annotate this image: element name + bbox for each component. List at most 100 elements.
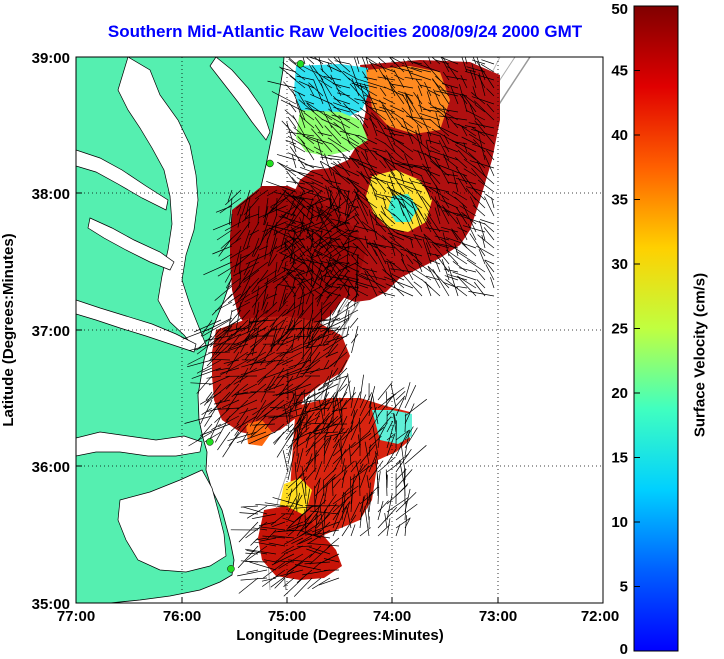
current-vector	[476, 118, 486, 129]
current-vector	[282, 189, 306, 209]
current-vector	[248, 431, 276, 445]
current-vector	[281, 245, 305, 262]
current-vector	[309, 213, 323, 220]
current-vector	[284, 237, 297, 249]
current-vector	[476, 279, 486, 289]
current-vector	[262, 221, 287, 233]
current-vector	[442, 210, 468, 217]
current-vector	[280, 335, 303, 346]
current-vector	[269, 327, 294, 347]
current-vector	[280, 229, 287, 250]
current-vector	[485, 193, 495, 201]
current-vector	[350, 482, 354, 513]
current-vector	[465, 109, 486, 121]
current-vector	[201, 407, 213, 415]
current-vector	[324, 179, 342, 185]
current-vector	[324, 236, 342, 241]
current-vector	[261, 391, 285, 413]
current-vector	[370, 112, 387, 129]
current-vector	[359, 463, 368, 473]
current-vector	[356, 199, 369, 225]
current-vector	[305, 107, 324, 113]
current-vector	[360, 272, 387, 281]
current-vector	[347, 141, 360, 153]
current-vector	[325, 261, 341, 269]
current-vector	[390, 171, 405, 193]
current-vector	[235, 245, 260, 267]
radar-station-marker	[296, 60, 305, 68]
current-vector	[317, 327, 330, 341]
current-vector	[208, 375, 231, 386]
current-vector	[452, 191, 468, 201]
current-vector	[463, 142, 468, 153]
current-vector	[285, 139, 297, 145]
current-vector	[471, 63, 477, 81]
current-vector	[314, 437, 329, 457]
current-vector	[434, 259, 441, 273]
current-vector	[306, 102, 333, 121]
radar-station-marker	[227, 565, 235, 573]
current-vector	[281, 367, 312, 378]
current-vector	[214, 407, 231, 423]
current-vector	[348, 77, 369, 97]
current-vector	[293, 577, 313, 597]
current-vector	[355, 114, 369, 121]
current-vector	[471, 92, 486, 105]
velocity-patch-mid-orange	[246, 420, 272, 446]
y-axis-label: Latitude (Degrees:Minutes)	[0, 233, 17, 426]
current-vector	[364, 148, 378, 153]
current-vector	[316, 253, 333, 281]
current-vector	[368, 168, 387, 193]
current-vector	[411, 67, 432, 73]
current-vector	[396, 233, 423, 241]
current-vector	[245, 253, 269, 265]
current-vector	[484, 259, 495, 273]
current-vector	[460, 75, 468, 89]
current-vector	[382, 235, 405, 257]
current-vector	[314, 124, 324, 137]
current-vector	[491, 197, 495, 209]
current-vector	[310, 529, 340, 536]
current-vector	[287, 521, 304, 530]
current-vector	[336, 88, 360, 105]
current-vector	[233, 335, 249, 354]
current-vector	[200, 319, 213, 337]
current-vector	[445, 278, 468, 297]
current-vector	[383, 276, 414, 289]
current-vector	[355, 192, 369, 217]
current-vector	[225, 375, 240, 390]
current-vector	[392, 143, 405, 153]
current-vector	[424, 152, 441, 169]
current-vector	[390, 136, 414, 153]
current-vector	[395, 503, 418, 521]
current-vector	[484, 196, 495, 217]
current-vector	[295, 498, 298, 513]
current-vector	[224, 343, 249, 353]
current-vector	[366, 271, 387, 297]
current-vector	[341, 465, 347, 489]
current-vector	[385, 472, 388, 497]
current-vector	[359, 107, 378, 121]
current-vector	[296, 448, 304, 473]
current-vector	[294, 390, 298, 409]
current-vector	[266, 529, 277, 541]
current-vector	[307, 84, 315, 97]
current-vector	[377, 471, 381, 489]
current-vector	[333, 106, 351, 113]
current-vector	[418, 104, 432, 113]
current-vector	[435, 253, 450, 273]
current-vector	[422, 108, 441, 113]
current-vector	[350, 444, 361, 457]
current-vector	[321, 293, 341, 316]
current-vector	[387, 232, 405, 241]
current-vector	[238, 253, 242, 275]
current-vector	[254, 189, 269, 200]
current-vector	[333, 122, 351, 137]
current-vector	[380, 211, 396, 225]
colorbar-tick-label: 0	[620, 641, 628, 658]
current-vector	[323, 435, 332, 449]
current-vector	[454, 144, 477, 161]
current-vector	[327, 58, 351, 81]
current-vector	[302, 343, 321, 369]
current-vector	[289, 253, 305, 265]
